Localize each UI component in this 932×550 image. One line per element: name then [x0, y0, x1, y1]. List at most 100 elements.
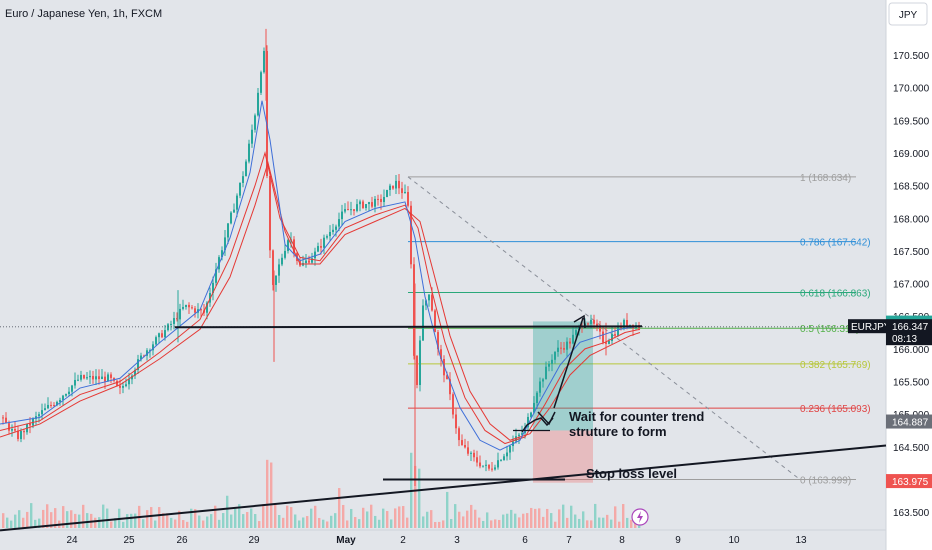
candle-body [590, 319, 592, 324]
candle-body [545, 366, 547, 380]
currency-button-frame[interactable] [888, 2, 928, 26]
candle-body [473, 452, 475, 458]
candle-body [41, 410, 43, 415]
candle-body [422, 305, 424, 341]
volume-bar [94, 517, 97, 528]
fib-level-label: 0.618 (166.863) [800, 288, 871, 299]
volume-bar [34, 519, 37, 528]
long-position-tool[interactable] [533, 321, 593, 483]
candle-body [248, 143, 250, 162]
candle-body [551, 359, 553, 364]
time-axis-tick-label: 6 [522, 535, 528, 546]
candle-body [11, 428, 13, 431]
candle-body [461, 440, 463, 445]
annotation-counter-trend-line1: Wait for counter trend [569, 409, 704, 424]
candle-body [251, 129, 253, 144]
candle-body [350, 209, 352, 211]
candle-body [107, 374, 109, 382]
volume-bar [210, 514, 213, 528]
candle-body [623, 319, 625, 329]
price-axis-tick-label: 170.000 [893, 84, 930, 95]
candle-body [548, 363, 550, 367]
candle-body [425, 300, 427, 306]
volume-bar [526, 513, 529, 528]
candle-body [359, 201, 361, 205]
annotation-stop-loss: Stop loss level [586, 466, 677, 481]
time-axis[interactable]: 24 25 26 29 May 2 3 6 7 8 9 10 13 [66, 535, 807, 546]
volume-bar [282, 517, 285, 528]
volume-bar [342, 504, 345, 528]
volume-bar [398, 506, 401, 528]
candle-body [509, 446, 511, 453]
volume-bar [426, 511, 429, 528]
drawings[interactable] [0, 314, 887, 532]
symbol-tag-box [848, 319, 886, 334]
currency-button[interactable]: JPY [888, 2, 928, 26]
volume-bar [18, 510, 21, 528]
counter-trend-arrow[interactable] [537, 411, 556, 426]
support-horizontal-line[interactable] [174, 325, 643, 329]
volume-bar [554, 521, 557, 528]
alert-icon[interactable] [631, 508, 649, 526]
volume-bar [518, 517, 521, 528]
candle-body [329, 231, 331, 237]
alert-icon-bolt[interactable] [637, 511, 643, 523]
candle-body [65, 393, 67, 396]
candle-body [338, 219, 340, 227]
volume-bar [126, 514, 129, 528]
volume-bar [590, 520, 593, 528]
volume-bar [582, 511, 585, 528]
volume-bar [514, 513, 517, 528]
candle-body [365, 204, 367, 208]
candle-body [200, 309, 202, 311]
candle-body [155, 337, 157, 345]
volume-bar [102, 504, 105, 528]
volume-bar [190, 508, 193, 528]
currency-button-label[interactable]: JPY [899, 10, 918, 21]
candle-body [122, 386, 124, 388]
price-axis[interactable]: 170.500 170.000 169.500 169.000 168.500 168.0… [893, 51, 930, 519]
price-axis-tick-label: 169.000 [893, 149, 930, 160]
current-price-box [886, 319, 932, 346]
volume-bar [226, 495, 229, 528]
volume-bar [98, 517, 101, 528]
volume-bar [558, 509, 561, 528]
volume-bar [586, 520, 589, 528]
volume-bar [78, 514, 81, 528]
candle-body [170, 323, 172, 325]
projection-arrow[interactable] [553, 317, 584, 409]
candle-body [446, 375, 448, 380]
current-price-value: 166.347 [892, 322, 929, 333]
candle-body [626, 319, 628, 326]
candle-body [377, 198, 379, 200]
fib-level-label: 0.786 (167.642) [800, 238, 871, 249]
volume-bar [358, 519, 361, 528]
candle-body [287, 240, 289, 251]
volume-bar [242, 514, 245, 528]
projection-arrow-head[interactable] [573, 314, 586, 329]
chart-title: Euro / Japanese Yen, 1h, FXCM [5, 8, 162, 20]
volume-bar [294, 514, 297, 528]
position-target-zone[interactable] [533, 321, 593, 431]
candle-body [158, 333, 160, 338]
candle-body [362, 201, 364, 208]
candle-body [416, 355, 418, 386]
volume-bar [254, 514, 257, 528]
candle-body [74, 379, 76, 386]
rising-support-trendline[interactable] [0, 444, 887, 532]
time-axis-tick-label: 26 [176, 535, 188, 546]
volume-bar [578, 518, 581, 528]
volume-bar [74, 513, 77, 528]
candle-body [185, 304, 187, 307]
fibonacci-retracement[interactable]: 1 (168.634) 0.786 (167.642) 0.618 (166.863… [407, 173, 871, 487]
candle-body [344, 209, 346, 212]
candle-body [515, 436, 517, 442]
volume-bar [130, 513, 133, 528]
volume-bar [178, 510, 181, 528]
candle-body [380, 198, 382, 203]
volume-bar [370, 504, 373, 528]
candle-body [8, 423, 10, 431]
volume-bar [414, 465, 417, 528]
candle-body [611, 334, 613, 341]
